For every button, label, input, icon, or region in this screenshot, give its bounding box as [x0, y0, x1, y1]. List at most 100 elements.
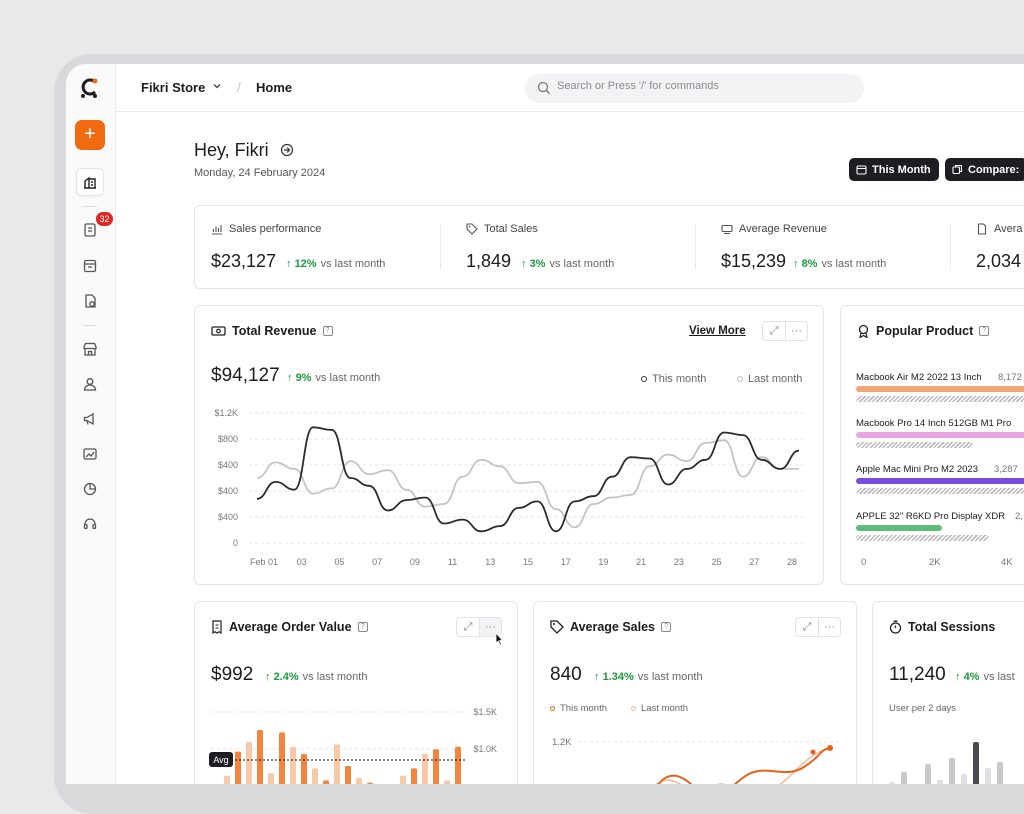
breadcrumb-home[interactable]: Home: [256, 80, 293, 95]
compare-button[interactable]: Compare:: [945, 158, 1024, 181]
stat-value: 1,849: [466, 251, 512, 271]
tag-icon: [550, 620, 564, 634]
stat-divider: [950, 224, 951, 270]
help-icon[interactable]: ?: [979, 326, 990, 336]
this-month-button[interactable]: This Month: [849, 158, 939, 181]
point-marker: [827, 745, 833, 751]
marketing-icon[interactable]: [76, 405, 104, 433]
aov-bar: [400, 775, 406, 784]
breadcrumb-separator: /: [237, 79, 241, 95]
chevron-down-icon[interactable]: [212, 81, 222, 91]
stat-delta: 12%: [294, 258, 317, 270]
stat-vs: vs last month: [821, 258, 887, 270]
orders-badge: 32: [96, 212, 113, 226]
aov-value: $992: [211, 664, 254, 685]
store-switcher[interactable]: Fikri Store: [141, 80, 206, 95]
reports-icon[interactable]: [76, 475, 104, 503]
analytics-icon[interactable]: [76, 440, 104, 468]
product-bar-previous: [856, 535, 989, 541]
aov-bar: [257, 730, 263, 784]
stat-sales-performance: Sales performance $23,127 ↑ 12% vs last m…: [211, 223, 386, 271]
aov-bar: [433, 749, 439, 784]
store-icon[interactable]: [76, 335, 104, 363]
support-icon[interactable]: [76, 510, 104, 538]
y-tick-label: $800: [218, 434, 238, 444]
card-tools: ⤢ ···: [456, 617, 502, 637]
series-line-this-month: [657, 747, 831, 784]
avg-sales-delta: 1.34%: [602, 671, 634, 683]
view-more-link[interactable]: View More: [689, 325, 746, 337]
stat-delta: 3%: [529, 258, 546, 270]
sessions-vs: vs last: [983, 671, 1015, 683]
add-button[interactable]: +: [75, 120, 105, 150]
product-value: 2,: [1015, 511, 1023, 522]
timer-icon: [889, 620, 902, 634]
aov-bar-chart: $1.5K $1.0K Avg: [209, 707, 497, 784]
legend-this-month: This month: [550, 703, 607, 714]
aov-bar: [279, 732, 285, 784]
card-title: Popular Product: [876, 324, 974, 338]
current-date: Monday, 24 February 2024: [194, 167, 326, 179]
y-tick-label: 0: [233, 538, 238, 548]
help-icon[interactable]: ?: [661, 622, 672, 632]
document-icon: [977, 223, 987, 235]
x-tick-label: 15: [523, 557, 533, 567]
x-tick-label: Feb 01: [250, 557, 278, 567]
aov-bar: [301, 754, 307, 784]
receipt-icon: [212, 620, 222, 634]
help-icon[interactable]: ?: [357, 622, 368, 632]
expand-icon[interactable]: ⤢: [463, 620, 473, 633]
sessions-subtitle: User per 2 days: [889, 703, 957, 714]
aov-bar: [323, 780, 329, 784]
greeting-title: Hey, Fikri: [194, 140, 269, 160]
session-bar: [949, 758, 955, 784]
stat-label: Total Sales: [484, 223, 538, 235]
search-bar[interactable]: [525, 74, 864, 103]
average-sales-card: Average Sales ? ⤢ ··· 840 ↑ 1.34% vs last …: [533, 601, 857, 784]
revenue-vs: vs last month: [315, 372, 381, 384]
help-icon[interactable]: ?: [322, 326, 333, 336]
card-title: Average Sales: [570, 620, 656, 634]
product-name: Macbook Air M2 2022 13 Inch: [856, 372, 982, 383]
aov-bar: [246, 742, 252, 784]
logo-icon: [81, 78, 98, 98]
search-input[interactable]: [557, 80, 847, 92]
stat-total-sales: Total Sales 1,849 ↑ 3% vs last month: [466, 223, 615, 271]
dashboard-icon[interactable]: [76, 168, 104, 196]
aov-bar: [312, 768, 318, 784]
stats-card: Sales performance $23,127 ↑ 12% vs last m…: [194, 205, 1024, 289]
sidebar-divider: [83, 325, 97, 326]
axis-tick: 2K: [929, 557, 941, 568]
inventory-icon[interactable]: [76, 252, 104, 280]
customers-icon[interactable]: [76, 370, 104, 398]
stat-divider: [695, 224, 696, 270]
legend-last-month: Last month: [737, 373, 802, 385]
more-icon[interactable]: ···: [479, 618, 501, 636]
documents-icon[interactable]: [76, 287, 104, 315]
product-bar-previous: [856, 488, 1024, 494]
avg-label: Avg: [213, 755, 228, 765]
card-tools: ⤢ ···: [795, 617, 841, 637]
stat-vs: vs last month: [320, 258, 386, 270]
award-icon: [858, 324, 869, 338]
more-icon[interactable]: ···: [818, 618, 840, 636]
product-name: Apple Mac Mini Pro M2 2023: [856, 464, 978, 475]
orders-icon[interactable]: [76, 216, 104, 244]
sessions-bar-chart: [889, 742, 1003, 784]
product-bar: [856, 478, 1024, 484]
more-icon[interactable]: ···: [785, 322, 807, 340]
series-line-last-month: [256, 439, 799, 529]
session-bar: [901, 772, 907, 784]
popular-product-card: Popular Product ? Macbook Air M2 2022 13…: [840, 305, 1024, 585]
search-icon: [537, 81, 550, 94]
revenue-line-chart: $1.2K $800 $400 $400 $400 0 Feb 01 03 05 07 09 11 13…: [214, 408, 807, 567]
total-revenue-card: Total Revenue ? View More ⤢ ··· $94,127 ↑…: [194, 305, 824, 585]
avg-sales-line-chart: [578, 741, 838, 784]
aov-bar: [334, 744, 340, 784]
expand-icon[interactable]: ⤢: [802, 620, 812, 633]
aov-bar: [422, 754, 428, 784]
x-tick-label: 28: [787, 557, 797, 567]
expand-icon[interactable]: ⤢: [769, 324, 779, 337]
stat-label: Avera: [994, 223, 1023, 235]
x-tick-label: 17: [561, 557, 571, 567]
